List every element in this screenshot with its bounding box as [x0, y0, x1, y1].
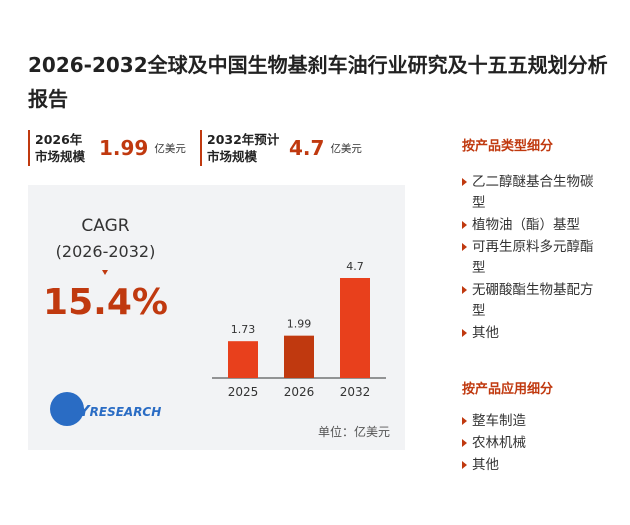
stat-value: 1.99 — [99, 136, 149, 160]
stat-unit: 亿美元 — [330, 142, 362, 155]
segment-item: 乙二醇醚基合生物碳型 — [462, 172, 596, 214]
bar — [340, 278, 370, 378]
segment: 按产品应用细分 整车制造 农林机械 其他 — [462, 378, 596, 477]
unit: 单位：亿美元 — [318, 425, 391, 439]
segment: 按产品类型细分 乙二醇醚基合生物碳型 植物油（酯）基型 可再生原料多元醇酯型 无硼酸酯… — [462, 135, 596, 345]
stat-label-line: 市场规模 — [207, 149, 258, 164]
logo-q: QY — [66, 402, 90, 420]
stat-label: 2026年市场规模 — [35, 131, 95, 165]
value-label: 1.99 — [287, 318, 312, 331]
segment-item: 农林机械 — [462, 433, 596, 454]
category-label: 2026 — [284, 385, 315, 399]
value-label: 4.7 — [346, 260, 364, 273]
logo-text: RESEARCH — [89, 405, 162, 419]
segment-item: 其他 — [462, 455, 596, 476]
segment-title: 按产品类型细分 — [462, 139, 554, 154]
segment-list: 乙二醇醚基合生物碳型 植物油（酯）基型 可再生原料多元醇酯型 无硼酸酯生物基配方型 其他 — [462, 172, 596, 344]
segment-title: 按产品应用细分 — [462, 382, 554, 397]
segment-item: 无硼酸酯生物基配方型 — [462, 280, 596, 322]
logo-icon — [50, 392, 84, 426]
segment-item: 整车制造 — [462, 411, 596, 432]
stat: 2026年市场规模 1.99 亿美元 — [28, 130, 186, 166]
logo: QYRESEARCH — [66, 402, 161, 420]
segment-list: 整车制造 农林机械 其他 — [462, 411, 596, 476]
stat-value: 4.7 — [289, 136, 325, 160]
bar — [228, 341, 258, 378]
title: 2026-2032全球及中国生物基刹车油行业研究及十五五规划分析报告 — [28, 53, 608, 111]
category-label: 2025 — [228, 385, 259, 399]
stat-label: 2032年预计 市场规模 — [207, 131, 285, 165]
category-label: 2032 — [340, 385, 371, 399]
cagr-label: CAGR — [81, 216, 130, 236]
segment-item: 可再生原料多元醇酯型 — [462, 237, 596, 279]
arrow — [102, 270, 108, 275]
stat: 2032年预计 市场规模 4.7 亿美元 — [200, 130, 362, 166]
value-label: 1.73 — [231, 323, 256, 336]
bar — [284, 335, 314, 378]
stat-label-line: 市场规模 — [35, 149, 86, 164]
stat-unit: 亿美元 — [154, 142, 186, 155]
stat-label-line: 2026年 — [35, 132, 83, 147]
stat-label-line: 2032年预计 — [207, 132, 280, 147]
cagr-period: (2026-2032) — [55, 242, 156, 261]
segment-item: 植物油（酯）基型 — [462, 215, 596, 236]
segment-item: 其他 — [462, 323, 596, 344]
cagr-value: 15.4% — [43, 282, 168, 323]
